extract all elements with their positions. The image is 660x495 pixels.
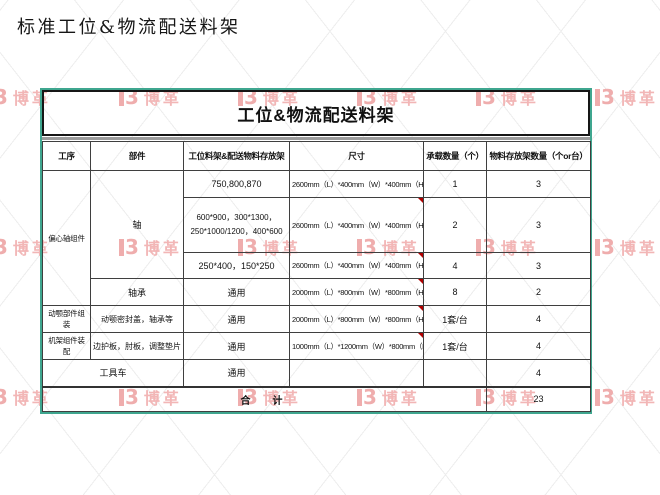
bogee-watermark: 3 博革 [595, 385, 658, 409]
cell-part: 轴承 [90, 278, 184, 306]
bogee-logo-icon: 3 [0, 234, 8, 259]
cell-part-shaft: 轴 [90, 170, 184, 279]
col-header-rack-qty: 物料存放架数量（个or台） [486, 141, 591, 171]
total-row: 合 计 23 [42, 385, 591, 412]
total-value: 23 [486, 385, 591, 412]
cell-load: 8 [423, 278, 487, 306]
cell-size: 2600mm（L）*400mm（W）*400mm（H） [289, 252, 424, 279]
cell-qty: 2 [486, 278, 591, 306]
col-header-process: 工序 [42, 141, 91, 171]
cell-rack: 通用 [183, 332, 290, 360]
bogee-watermark: 3 博革 [0, 385, 51, 409]
cell-part: 边护板，肘板，调整垫片 [90, 332, 184, 360]
cell-process: 机架组件装配 [42, 332, 91, 360]
bogee-logo-icon: 3 [0, 384, 8, 409]
bogee-watermark: 3 博革 [0, 85, 51, 109]
cell-load [423, 359, 487, 387]
cell-qty: 3 [486, 197, 591, 253]
cell-qty: 4 [486, 359, 591, 387]
table-row: 600*900，300*1300，250*1000/1200，400*600 2… [43, 197, 591, 253]
bogee-watermark: 3 博革 [595, 85, 658, 109]
cell-process: 动颚部件组装 [42, 305, 91, 333]
cell-qty: 4 [486, 332, 591, 360]
comment-indicator-icon [418, 333, 423, 338]
table-row: 偏心轴组件 轴 750,800,870 2600mm（L）*400mm（W）*4… [42, 170, 591, 306]
cell-size: 2600mm（L）*400mm（W）*400mm（H） [289, 170, 424, 198]
bogee-logo-icon: 3 [0, 84, 8, 109]
cell-process-eccentric: 偏心轴组件 [42, 170, 91, 306]
bogee-watermark: 3 博革 [0, 235, 51, 259]
cell-rack: 750,800,870 [183, 170, 290, 198]
cell-load: 1套/台 [423, 332, 487, 360]
cell-rack: 通用 [183, 278, 290, 306]
cell-rack: 通用 [183, 359, 290, 387]
total-label: 合 计 [42, 385, 487, 412]
cell-qty: 3 [486, 170, 591, 198]
bogee-watermark: 3 博革 [595, 235, 658, 259]
table-title: 工位&物流配送料架 [42, 90, 590, 136]
title-separator [42, 137, 590, 140]
table-row: 机架组件装配 边护板，肘板，调整垫片 通用 1000mm（L）*1200mm（W… [42, 332, 591, 360]
bogee-logo-icon: 3 [595, 87, 615, 107]
cell-load: 2 [423, 197, 487, 253]
comment-indicator-icon [418, 279, 423, 284]
table-row: 工具车 通用 4 [42, 359, 591, 387]
col-header-load-qty: 承载数量（个） [423, 141, 487, 171]
cell-part-toolcart: 工具车 [42, 359, 184, 387]
comment-indicator-icon [418, 253, 423, 258]
cell-rack: 通用 [183, 305, 290, 333]
cell-size [289, 359, 424, 387]
header-row: 工序 部件 工位料架&配送物料存放架 尺寸 承载数量（个） 物料存放架数量（个o… [42, 141, 591, 171]
cell-qty: 4 [486, 305, 591, 333]
cell-size: 1000mm（L）*1200mm（W）*800mm（H） [289, 332, 424, 360]
col-header-size: 尺寸 [289, 141, 424, 171]
table-row: 动颚部件组装 动颚密封盖，轴承等 通用 2000mm（L）*800mm（W）*8… [42, 305, 591, 333]
bogee-logo-icon: 3 [595, 237, 615, 257]
cell-size: 2000mm（L）*800mm（W）*800mm（H） [289, 278, 424, 306]
col-header-rack: 工位料架&配送物料存放架 [183, 141, 290, 171]
comment-indicator-icon [418, 306, 423, 311]
cell-load: 4 [423, 252, 487, 279]
comment-indicator-icon [418, 198, 423, 203]
cell-rack: 600*900，300*1300，250*1000/1200，400*600 [183, 197, 290, 253]
cell-load: 1 [423, 170, 487, 198]
cell-size: 2600mm（L）*400mm（W）*400mm（H） [289, 197, 424, 253]
page-title: 标准工位&物流配送料架 [17, 17, 241, 38]
cell-rack: 250*400，150*250 [183, 252, 290, 279]
cell-size: 2000mm（L）*800mm（W）*800mm（H） [289, 305, 424, 333]
rack-table: 工序 部件 工位料架&配送物料存放架 尺寸 承载数量（个） 物料存放架数量（个o… [42, 141, 591, 412]
rack-table-container: 工位&物流配送料架 工序 部件 工位料架&配送物料存放架 尺寸 承载数量（个） … [40, 88, 592, 414]
table-row: 轴承 通用 2000mm（L）*800mm（W）*800mm（H） 8 2 [43, 278, 591, 306]
bogee-logo-icon: 3 [595, 387, 615, 407]
cell-qty: 3 [486, 252, 591, 279]
col-header-part: 部件 [90, 141, 184, 171]
cell-part: 动颚密封盖，轴承等 [90, 305, 184, 333]
cell-load: 1套/台 [423, 305, 487, 333]
